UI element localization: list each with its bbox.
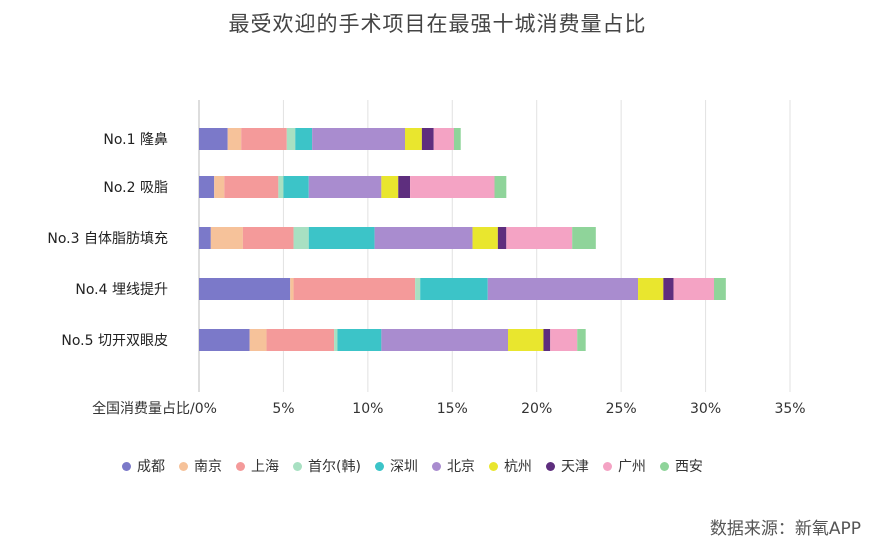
legend-item: 杭州 [488,456,532,476]
legend-item: 北京 [431,456,475,476]
legend-label: 深圳 [389,459,418,475]
legend-label: 杭州 [503,459,532,475]
bar-segment [577,329,586,351]
legend-swatch [602,461,612,471]
x-tick-label: 20% [521,401,552,417]
bar-segment [550,329,578,351]
bar-segment [227,128,242,150]
bar-segment [199,329,250,351]
legend-swatch [179,461,188,471]
bar-segment [506,227,573,249]
bar-segment [381,329,509,351]
legend-item: 上海 [236,456,279,476]
legend: 成都 南京 上海 首尔(韩) 深圳 北京 杭州 天津 广州 西安 [122,456,703,476]
bar-segment [293,227,309,249]
legend-label: 西安 [674,459,703,475]
legend-label: 成都 [137,459,165,475]
bar-segment [453,128,461,150]
bar-segment [405,128,422,150]
legend-item: 南京 [179,456,222,476]
bar-segment [337,329,382,351]
x-tick-label: 15% [437,401,468,417]
bar-segment [508,329,544,351]
bar-segment [421,128,434,150]
legend-item: 西安 [659,456,703,476]
legend-item: 深圳 [374,456,418,476]
legend-item: 广州 [602,456,646,476]
legend-label: 首尔(韩) [308,459,361,475]
bar-segment [398,176,411,198]
bar-segment [714,278,726,300]
legend-swatch [545,461,555,471]
bar-segment [290,278,294,300]
legend-swatch [236,461,245,471]
bar-segment [472,227,498,249]
bar-segment [214,176,225,198]
bar-segment [266,329,335,351]
x-tick-label: 全国消费量占比/0% [92,400,217,417]
legend-item: 首尔(韩) [293,456,361,476]
legend-swatch [374,461,384,471]
bar-segment [283,176,309,198]
x-tick-label: 10% [352,401,383,417]
bar-segment [572,227,596,249]
legend-label: 南京 [194,459,222,475]
data-source-note: 数据来源：新氧APP [709,519,861,539]
bar-segment [415,278,421,300]
bar-segment [199,176,215,198]
legend-swatch [431,461,441,471]
legend-label: 广州 [617,459,646,475]
legend-item: 天津 [545,456,589,476]
bar-segment [381,176,399,198]
legend-swatch [488,461,498,471]
category-label: No.3 自体脂肪填充 [47,231,168,247]
bar-segment [278,176,284,198]
bar-segment [487,278,639,300]
chart-title: 最受欢迎的手术项目在最强十城消费量占比 [228,12,647,36]
bar-segment [433,128,454,150]
x-tick-label: 25% [606,401,637,417]
bar-segment [420,278,488,300]
category-label: No.2 吸脂 [103,180,168,196]
x-tick-label: 5% [272,401,294,417]
legend-label: 北京 [446,459,475,475]
bar-segment [242,227,294,249]
bar-segment [334,329,338,351]
legend-swatch [293,461,302,471]
bar-segment [293,278,416,300]
category-label: No.4 埋线提升 [75,282,168,298]
bar-segment [249,329,267,351]
category-label: No.1 隆鼻 [103,131,168,148]
bar-segment [241,128,287,150]
bar-segment [673,278,715,300]
legend-label: 天津 [560,459,589,475]
bar-segment [410,176,495,198]
bar-segment [374,227,473,249]
category-label: No.5 切开双眼皮 [61,333,168,349]
bar-segment [308,176,382,198]
bar-segment [312,128,406,150]
bar-segment [638,278,664,300]
bar-segment [663,278,674,300]
legend-label: 上海 [251,459,279,475]
bar-segment [308,227,375,249]
bar-segment [210,227,243,249]
bar-segment [199,227,211,249]
bar-segment [224,176,279,198]
bar-segment [295,128,313,150]
bar-segment [199,278,291,300]
bar-segment [494,176,507,198]
x-tick-label: 30% [690,401,721,417]
x-tick-label: 35% [774,401,805,417]
bar-segment [286,128,296,150]
legend-swatch [122,461,131,471]
legend-item: 成都 [122,456,165,476]
legend-swatch [659,461,669,471]
bar-segment [543,329,551,351]
bar-segment [199,128,228,150]
bar-segment [497,227,507,249]
